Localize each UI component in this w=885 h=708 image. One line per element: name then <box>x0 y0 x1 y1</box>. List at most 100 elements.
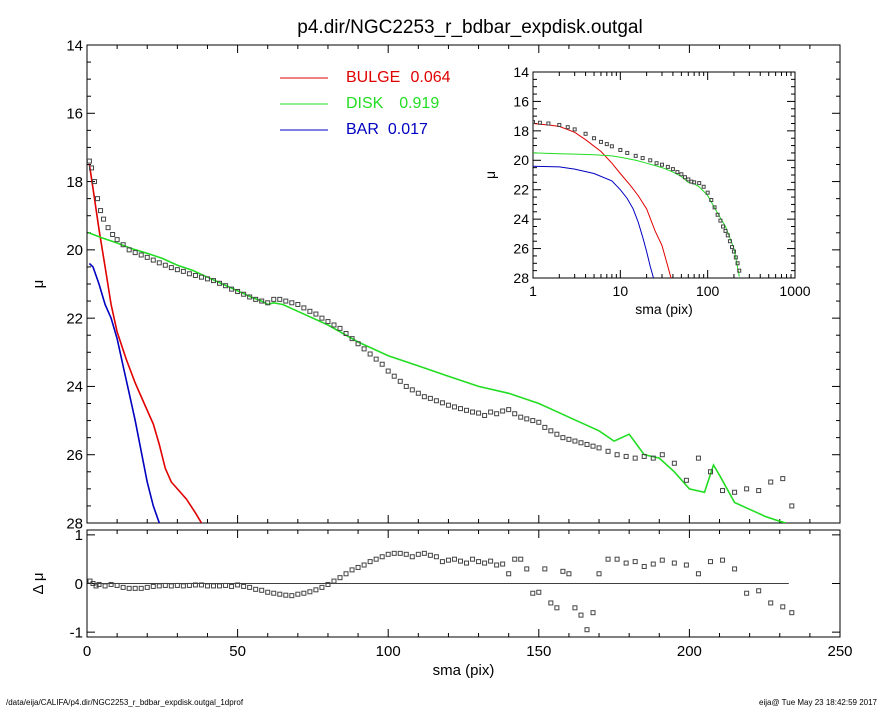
data-point <box>632 559 638 565</box>
y-tick-label: 1 <box>75 527 83 544</box>
data-point <box>670 167 675 172</box>
data-point <box>96 581 102 587</box>
data-point <box>605 556 611 562</box>
data-point <box>780 476 786 482</box>
x-tick-label: 200 <box>677 643 702 660</box>
data-point <box>572 127 577 132</box>
data-point <box>307 308 313 314</box>
data-point <box>718 218 723 223</box>
data-point <box>679 172 684 177</box>
data-point <box>584 627 590 633</box>
y-tick-label: 28 <box>66 515 83 532</box>
data-point <box>93 583 99 589</box>
data-point <box>138 585 144 591</box>
data-point <box>584 441 590 447</box>
data-point <box>686 177 691 182</box>
data-point <box>768 600 774 606</box>
data-point <box>403 383 409 389</box>
data-point <box>464 560 470 566</box>
data-point <box>633 153 638 158</box>
data-point <box>120 584 126 590</box>
data-point <box>156 583 162 589</box>
data-point <box>367 559 373 565</box>
legend-entry-value: 0.919 <box>399 95 439 112</box>
data-point <box>283 592 289 598</box>
data-point <box>337 575 343 581</box>
data-point <box>720 488 726 494</box>
x-tick-label: 250 <box>827 643 852 660</box>
data-point <box>671 560 677 566</box>
data-point <box>271 296 277 302</box>
data-point <box>500 408 506 414</box>
data-point <box>707 559 713 565</box>
data-point <box>457 558 463 564</box>
data-point <box>692 180 697 185</box>
series-line-disk <box>88 232 787 523</box>
data-point <box>313 587 319 593</box>
data-point <box>518 414 524 420</box>
data-point <box>355 564 361 570</box>
y-tick-label: 16 <box>66 106 83 123</box>
data-point <box>409 554 415 560</box>
x-tick-label: 0 <box>83 643 91 660</box>
data-point <box>572 438 578 444</box>
data-point <box>715 212 720 217</box>
data-point <box>721 224 726 229</box>
data-point <box>590 610 596 616</box>
data-point <box>301 305 307 311</box>
data-point <box>198 582 204 588</box>
data-point <box>319 584 325 590</box>
y-axis-label: Δ μ <box>30 572 47 594</box>
data-point <box>445 557 451 563</box>
data-point <box>756 588 762 594</box>
data-point <box>457 406 463 412</box>
data-point <box>247 584 253 590</box>
data-point <box>557 122 562 127</box>
data-point <box>391 550 397 556</box>
data-point <box>542 566 548 572</box>
data-point <box>701 184 706 189</box>
data-point <box>756 488 762 494</box>
data-point <box>235 582 241 588</box>
data-point <box>536 589 542 595</box>
data-point <box>789 503 795 509</box>
data-point <box>421 394 427 400</box>
data-point <box>211 278 217 284</box>
data-point <box>732 566 738 572</box>
data-point <box>641 563 647 569</box>
data-point <box>506 407 512 413</box>
data-point <box>500 561 506 567</box>
data-point <box>476 410 482 416</box>
data-point <box>283 298 289 304</box>
data-point <box>301 590 307 596</box>
data-point <box>241 583 247 589</box>
data-point <box>671 460 677 466</box>
data-point <box>253 296 259 302</box>
data-point <box>720 557 726 563</box>
data-point <box>554 605 560 611</box>
data-point <box>566 571 572 577</box>
data-point <box>641 453 647 459</box>
data-point <box>768 479 774 485</box>
data-point <box>476 559 482 565</box>
data-point <box>229 583 235 589</box>
data-point <box>192 272 198 278</box>
data-point <box>126 585 132 591</box>
data-point <box>731 249 736 254</box>
data-point <box>265 589 271 595</box>
data-point <box>524 566 530 572</box>
data-point <box>659 452 665 458</box>
footer-timestamp: eija@ Tue May 23 18:42:59 2017 <box>759 698 878 707</box>
data-point <box>373 356 379 362</box>
data-point <box>105 225 111 231</box>
y-tick-label: 18 <box>66 174 83 191</box>
plot-area <box>87 158 795 523</box>
x-tick-label: 100 <box>696 283 720 299</box>
data-point <box>126 247 132 253</box>
data-point <box>211 583 217 589</box>
data-point <box>144 584 150 590</box>
data-point <box>565 125 570 130</box>
data-point <box>162 262 168 268</box>
data-point <box>614 452 620 458</box>
data-point <box>533 120 535 125</box>
